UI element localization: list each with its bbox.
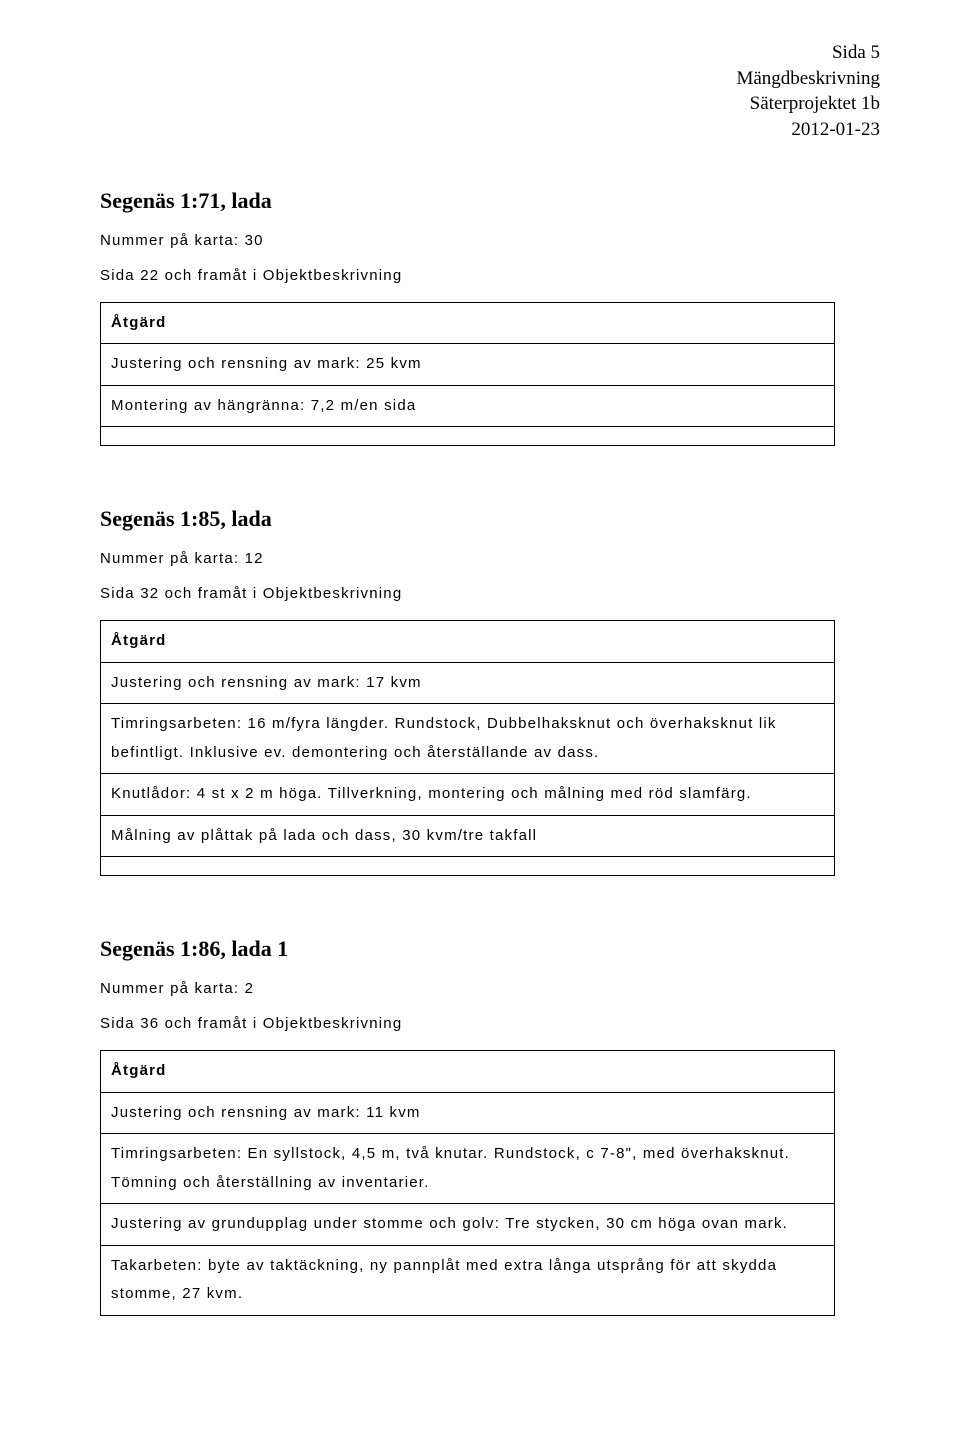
table-cell: Timringsarbeten: 16 m/fyra längder. Rund… (101, 704, 835, 774)
table-row: Timringsarbeten: En syllstock, 4,5 m, tv… (101, 1134, 835, 1204)
action-table: ÅtgärdJustering och rensning av mark: 17… (100, 620, 835, 876)
map-number: Nummer på karta: 2 (100, 980, 880, 997)
table-cell: Justering och rensning av mark: 25 kvm (101, 344, 835, 386)
table-cell: Takarbeten: byte av taktäckning, ny pann… (101, 1245, 835, 1315)
page-reference: Sida 22 och framåt i Objektbeskrivning (100, 267, 880, 284)
table-cell: Justering och rensning av mark: 17 kvm (101, 662, 835, 704)
spacer-row (101, 427, 835, 446)
action-table: ÅtgärdJustering och rensning av mark: 11… (100, 1050, 835, 1316)
table-cell: Justering och rensning av mark: 11 kvm (101, 1092, 835, 1134)
table-row: Knutlådor: 4 st x 2 m höga. Tillverkning… (101, 774, 835, 816)
action-table: ÅtgärdJustering och rensning av mark: 25… (100, 302, 835, 447)
table-row: Justering av grundupplag under stomme oc… (101, 1204, 835, 1246)
table-cell: Justering av grundupplag under stomme oc… (101, 1204, 835, 1246)
table-row: Målning av plåttak på lada och dass, 30 … (101, 815, 835, 857)
section-title: Segenäs 1:85, lada (100, 506, 880, 532)
section: Segenäs 1:71, lada Nummer på karta: 30 Sid… (100, 188, 880, 447)
table-row: Takarbeten: byte av taktäckning, ny pann… (101, 1245, 835, 1315)
table-cell: Timringsarbeten: En syllstock, 4,5 m, tv… (101, 1134, 835, 1204)
section: Segenäs 1:85, lada Nummer på karta: 12 Sid… (100, 506, 880, 876)
table-cell: Montering av hängränna: 7,2 m/en sida (101, 385, 835, 427)
table-row: Montering av hängränna: 7,2 m/en sida (101, 385, 835, 427)
doc-date: 2012-01-23 (100, 117, 880, 143)
doc-title: Mängdbeskrivning (100, 66, 880, 92)
page-reference: Sida 36 och framåt i Objektbeskrivning (100, 1015, 880, 1032)
map-number: Nummer på karta: 12 (100, 550, 880, 567)
action-header: Åtgärd (101, 1051, 835, 1093)
project-name: Säterprojektet 1b (100, 91, 880, 117)
page-reference: Sida 32 och framåt i Objektbeskrivning (100, 585, 880, 602)
action-header: Åtgärd (101, 621, 835, 663)
section-title: Segenäs 1:86, lada 1 (100, 936, 880, 962)
table-row: Timringsarbeten: 16 m/fyra längder. Rund… (101, 704, 835, 774)
sections-container: Segenäs 1:71, lada Nummer på karta: 30 Sid… (100, 188, 880, 1316)
table-cell: Knutlådor: 4 st x 2 m höga. Tillverkning… (101, 774, 835, 816)
spacer-cell (101, 427, 835, 446)
table-row: Justering och rensning av mark: 25 kvm (101, 344, 835, 386)
document-header: Sida 5 Mängdbeskrivning Säterprojektet 1… (100, 40, 880, 143)
table-row: Justering och rensning av mark: 17 kvm (101, 662, 835, 704)
page-number: Sida 5 (100, 40, 880, 66)
spacer-row (101, 857, 835, 876)
table-cell: Målning av plåttak på lada och dass, 30 … (101, 815, 835, 857)
action-header: Åtgärd (101, 302, 835, 344)
table-row: Justering och rensning av mark: 11 kvm (101, 1092, 835, 1134)
spacer-cell (101, 857, 835, 876)
section: Segenäs 1:86, lada 1 Nummer på karta: 2 Si… (100, 936, 880, 1316)
section-title: Segenäs 1:71, lada (100, 188, 880, 214)
map-number: Nummer på karta: 30 (100, 232, 880, 249)
